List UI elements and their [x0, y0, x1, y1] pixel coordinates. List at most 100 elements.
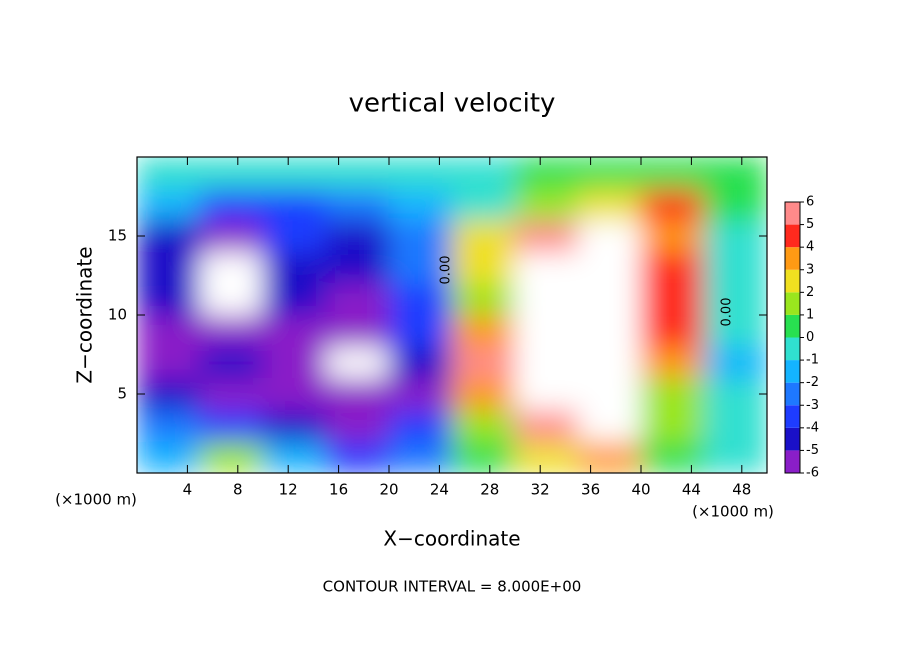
field-cell	[451, 409, 516, 442]
field-cell	[199, 346, 264, 379]
field-cell	[137, 314, 201, 348]
field-cell	[325, 251, 390, 284]
field-cell	[640, 188, 705, 221]
field-cell	[577, 409, 642, 442]
field-cell	[388, 346, 453, 379]
colorbar-label: -4	[806, 420, 819, 435]
field-cell	[703, 251, 767, 284]
contour-label: 0.00	[439, 256, 454, 285]
x-tick-label: 28	[480, 481, 499, 499]
field-cell	[514, 251, 579, 284]
colorbar-band	[785, 314, 800, 338]
field-cell	[137, 440, 201, 473]
x-tick-label: 16	[329, 481, 348, 499]
colorbar-label: -5	[806, 443, 819, 458]
field-cell	[514, 346, 579, 379]
field-cell	[262, 251, 327, 284]
y-tick-label: 15	[108, 227, 127, 245]
field-cell	[137, 219, 201, 253]
field-cell	[577, 188, 642, 221]
field-cell	[199, 314, 264, 348]
field-cell	[451, 440, 516, 473]
x-tick-label: 32	[531, 481, 550, 499]
field-cell	[199, 219, 264, 253]
field-cell	[451, 314, 516, 348]
y-tick-label: 10	[108, 306, 127, 324]
colorbar-label: -2	[806, 375, 819, 390]
colorbar-band	[785, 292, 800, 315]
field-cell	[514, 219, 579, 253]
field-cell	[262, 440, 327, 473]
field-cell	[514, 440, 579, 473]
colorbar-label: 6	[806, 195, 814, 210]
colorbar-label: -1	[806, 353, 819, 368]
field-cell	[451, 188, 516, 221]
field-cell	[640, 157, 705, 190]
colorbar-band	[785, 360, 800, 383]
field-cell	[640, 282, 705, 316]
colorbar-band	[785, 427, 800, 451]
field-cell	[199, 377, 264, 411]
field-cell	[703, 314, 767, 348]
field-cell	[262, 409, 327, 442]
field-cell	[325, 157, 390, 190]
field-cell	[199, 282, 264, 316]
field-cell	[137, 157, 201, 190]
field-cell	[577, 314, 642, 348]
field-cell	[703, 377, 767, 411]
field-cell	[703, 282, 767, 316]
x-tick-label: 36	[581, 481, 600, 499]
field-cell	[199, 251, 264, 284]
field-cell	[451, 346, 516, 379]
field-cell	[577, 346, 642, 379]
colorbar-band	[785, 405, 800, 428]
field-cell	[388, 188, 453, 221]
field-cell	[262, 282, 327, 316]
field-cell	[137, 188, 201, 221]
field-cell	[640, 377, 705, 411]
field-cell	[451, 157, 516, 190]
colorbar-label: 3	[806, 262, 814, 277]
axes: 0.000.004 8 12 16 20 24 28 32 36 40 44 4851015-6-5-…	[108, 156, 819, 499]
x-axis-label: X−coordinate	[383, 527, 520, 551]
field-cell	[577, 377, 642, 411]
x-tick-label: 8	[233, 481, 243, 499]
field-cell	[640, 314, 705, 348]
field-cell	[514, 409, 579, 442]
field-cell	[640, 219, 705, 253]
field-cell	[514, 282, 579, 316]
field-cell	[325, 409, 390, 442]
field-cell	[388, 440, 453, 473]
colorbar-band	[785, 337, 800, 361]
field-cell	[577, 440, 642, 473]
colorbar-label: 0	[806, 330, 814, 345]
field-cell	[703, 346, 767, 379]
colorbar-band	[785, 247, 800, 270]
field-cell	[640, 440, 705, 473]
field-cell	[262, 346, 327, 379]
colorbar-band	[785, 269, 800, 293]
x-unit-label: (×1000 m)	[692, 503, 774, 521]
field-cell	[703, 188, 767, 221]
field-cell	[325, 314, 390, 348]
field-cell	[199, 157, 264, 190]
field-cell	[388, 314, 453, 348]
field-cell	[577, 251, 642, 284]
x-tick-label: 40	[631, 481, 650, 499]
colorbar-band	[785, 450, 800, 473]
field-cell	[137, 409, 201, 442]
field-cell	[262, 157, 327, 190]
y-axis-label: Z−coordinate	[73, 246, 97, 383]
field-cell	[199, 188, 264, 221]
field-cell	[262, 314, 327, 348]
field-cell	[325, 377, 390, 411]
x-tick-label: 48	[732, 481, 751, 499]
field-cell	[577, 219, 642, 253]
field-cell	[451, 282, 516, 316]
field-cell	[577, 282, 642, 316]
field-cell	[137, 282, 201, 316]
field-cell	[388, 409, 453, 442]
field-cell	[451, 219, 516, 253]
field-cell	[325, 188, 390, 221]
